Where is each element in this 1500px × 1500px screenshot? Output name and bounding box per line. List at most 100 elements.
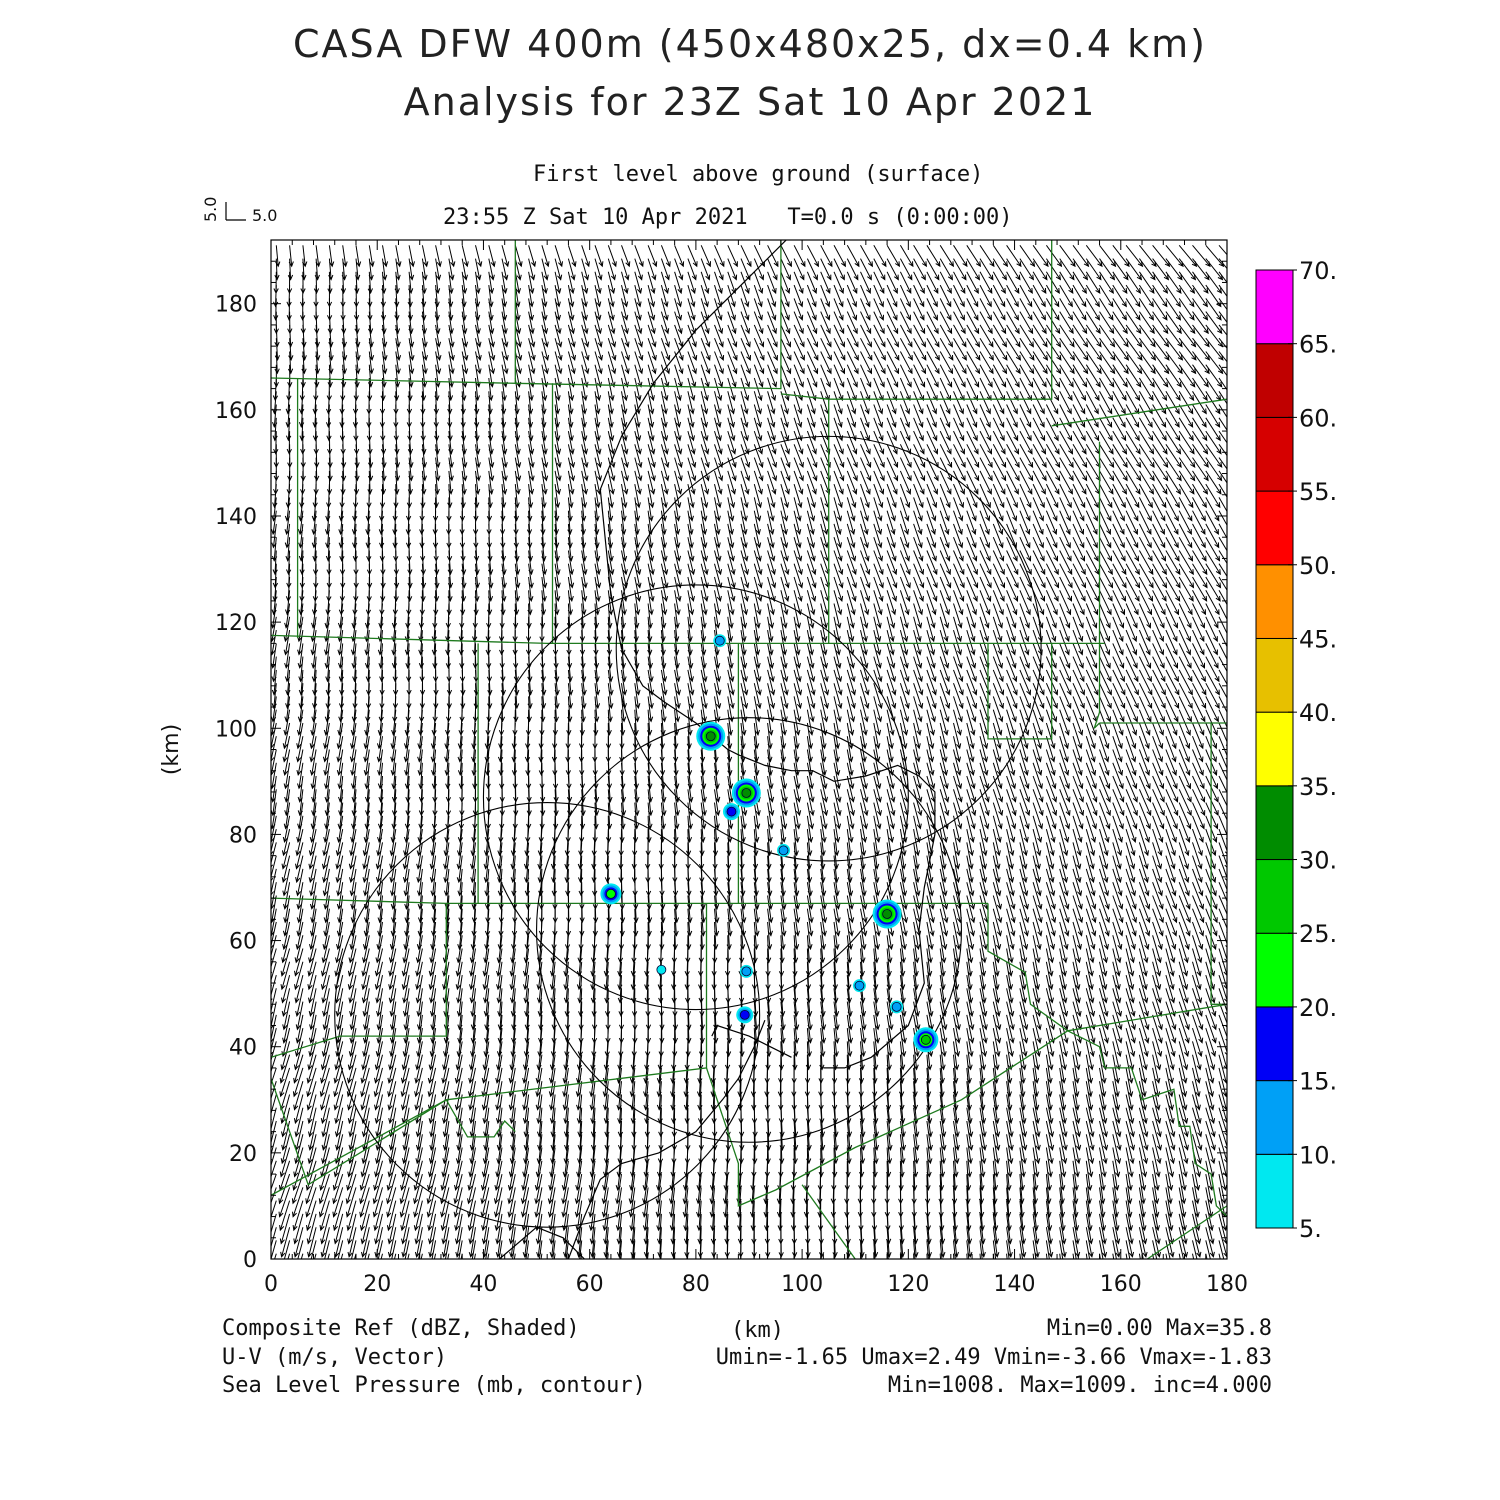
wind-vector bbox=[1192, 444, 1209, 468]
wind-vector bbox=[953, 417, 965, 442]
wind-vector bbox=[374, 1041, 383, 1071]
wind-vector bbox=[470, 1014, 476, 1044]
wind-vector bbox=[446, 590, 452, 616]
wind-vector bbox=[374, 1147, 383, 1178]
wind-vector bbox=[495, 1213, 503, 1245]
wind-vector bbox=[913, 404, 924, 428]
wind-vector bbox=[1085, 1054, 1094, 1084]
wind-vector bbox=[1112, 457, 1128, 482]
wind-vector bbox=[1045, 1081, 1053, 1111]
wind-vector bbox=[1019, 1174, 1025, 1205]
wind-vector bbox=[1006, 483, 1018, 509]
wind-vector bbox=[1059, 643, 1071, 669]
wind-vector bbox=[1218, 1134, 1227, 1164]
wind-vector bbox=[1006, 802, 1017, 830]
wind-vector bbox=[992, 351, 1008, 375]
wind-vector bbox=[740, 444, 751, 469]
wind-vector bbox=[588, 1200, 596, 1232]
wind-vector bbox=[1099, 1187, 1106, 1218]
wind-vector bbox=[455, 1134, 463, 1165]
wind-vector bbox=[1165, 590, 1180, 616]
wind-vector bbox=[1152, 828, 1163, 857]
wind-vector bbox=[1019, 961, 1027, 991]
wind-vector bbox=[391, 616, 397, 643]
wind-vector bbox=[1059, 1227, 1067, 1258]
wind-vector bbox=[374, 948, 383, 977]
wind-vector bbox=[469, 1134, 476, 1165]
wind-vector bbox=[415, 961, 423, 991]
wind-vector bbox=[536, 975, 543, 1004]
wind-vector bbox=[939, 537, 951, 562]
wind-vector bbox=[1085, 550, 1100, 576]
wind-vector bbox=[926, 523, 937, 549]
wind-vector bbox=[1085, 629, 1097, 656]
wind-vector bbox=[1019, 988, 1028, 1018]
wind-vector bbox=[1138, 643, 1152, 669]
wind-vector bbox=[1165, 1120, 1176, 1151]
wind-vector bbox=[1112, 1027, 1122, 1058]
wind-vector bbox=[512, 762, 518, 790]
wind-vector bbox=[1059, 669, 1072, 696]
wind-vector bbox=[311, 603, 317, 629]
wind-vector bbox=[860, 603, 869, 629]
wind-vector bbox=[992, 789, 1004, 817]
wind-vector bbox=[618, 988, 624, 1018]
wind-vector bbox=[899, 497, 910, 522]
wind-vector bbox=[1112, 1227, 1121, 1258]
wind-vector bbox=[551, 988, 557, 1018]
wind-vector bbox=[740, 510, 748, 536]
wind-vector bbox=[1165, 736, 1177, 763]
wind-vector bbox=[1178, 1014, 1190, 1044]
wind-vector bbox=[350, 722, 357, 750]
wind-vector bbox=[1138, 1200, 1147, 1232]
wind-vector bbox=[1099, 470, 1114, 495]
wind-vector bbox=[926, 988, 934, 1018]
wind-vector bbox=[1072, 656, 1085, 683]
wind-vector bbox=[521, 1187, 530, 1218]
wind-vector bbox=[979, 629, 989, 656]
wind-vector bbox=[472, 603, 478, 629]
wind-vector bbox=[992, 404, 1005, 428]
wind-vector bbox=[313, 470, 319, 495]
wind-vector bbox=[1099, 616, 1111, 643]
wind-vector bbox=[1045, 563, 1060, 589]
wind-vector bbox=[687, 563, 696, 589]
wind-vector bbox=[1006, 457, 1020, 482]
wind-vector bbox=[1125, 1174, 1133, 1205]
wind-vector bbox=[306, 1213, 317, 1245]
wind-vector bbox=[1006, 722, 1016, 750]
wind-vector bbox=[1059, 430, 1074, 455]
wind-vector bbox=[514, 377, 521, 402]
wind-vector bbox=[540, 656, 546, 683]
wind-vector bbox=[389, 1028, 397, 1058]
wind-vector bbox=[1072, 921, 1082, 951]
wind-vector bbox=[1019, 1001, 1029, 1031]
wind-vector bbox=[1125, 1134, 1135, 1165]
wind-vector bbox=[643, 1213, 649, 1245]
wind-vector bbox=[1112, 709, 1124, 736]
wind-vector bbox=[1085, 709, 1097, 736]
wind-vector bbox=[606, 762, 613, 790]
wind-vector bbox=[886, 616, 895, 643]
wind-vector bbox=[634, 643, 640, 669]
wind-vector bbox=[992, 1028, 1001, 1058]
wind-vector bbox=[495, 1094, 503, 1125]
wind-vector bbox=[979, 616, 989, 643]
wind-vector bbox=[445, 709, 451, 736]
wind-vector bbox=[1125, 523, 1139, 549]
wind-vector bbox=[873, 497, 883, 522]
wind-vector bbox=[767, 417, 776, 442]
wind-vector bbox=[1165, 550, 1181, 576]
wind-vector bbox=[1099, 444, 1115, 468]
wind-vector bbox=[1085, 842, 1095, 870]
wind-vector bbox=[394, 364, 401, 388]
wind-vector bbox=[926, 470, 938, 495]
wind-vector bbox=[886, 1041, 892, 1071]
wind-vector bbox=[454, 1213, 463, 1245]
wind-vector bbox=[590, 1094, 596, 1125]
wind-vector bbox=[405, 497, 412, 522]
wind-vector bbox=[320, 961, 330, 991]
wind-vector bbox=[1059, 736, 1069, 763]
wind-vector bbox=[687, 762, 693, 790]
wind-vector bbox=[293, 1041, 304, 1071]
